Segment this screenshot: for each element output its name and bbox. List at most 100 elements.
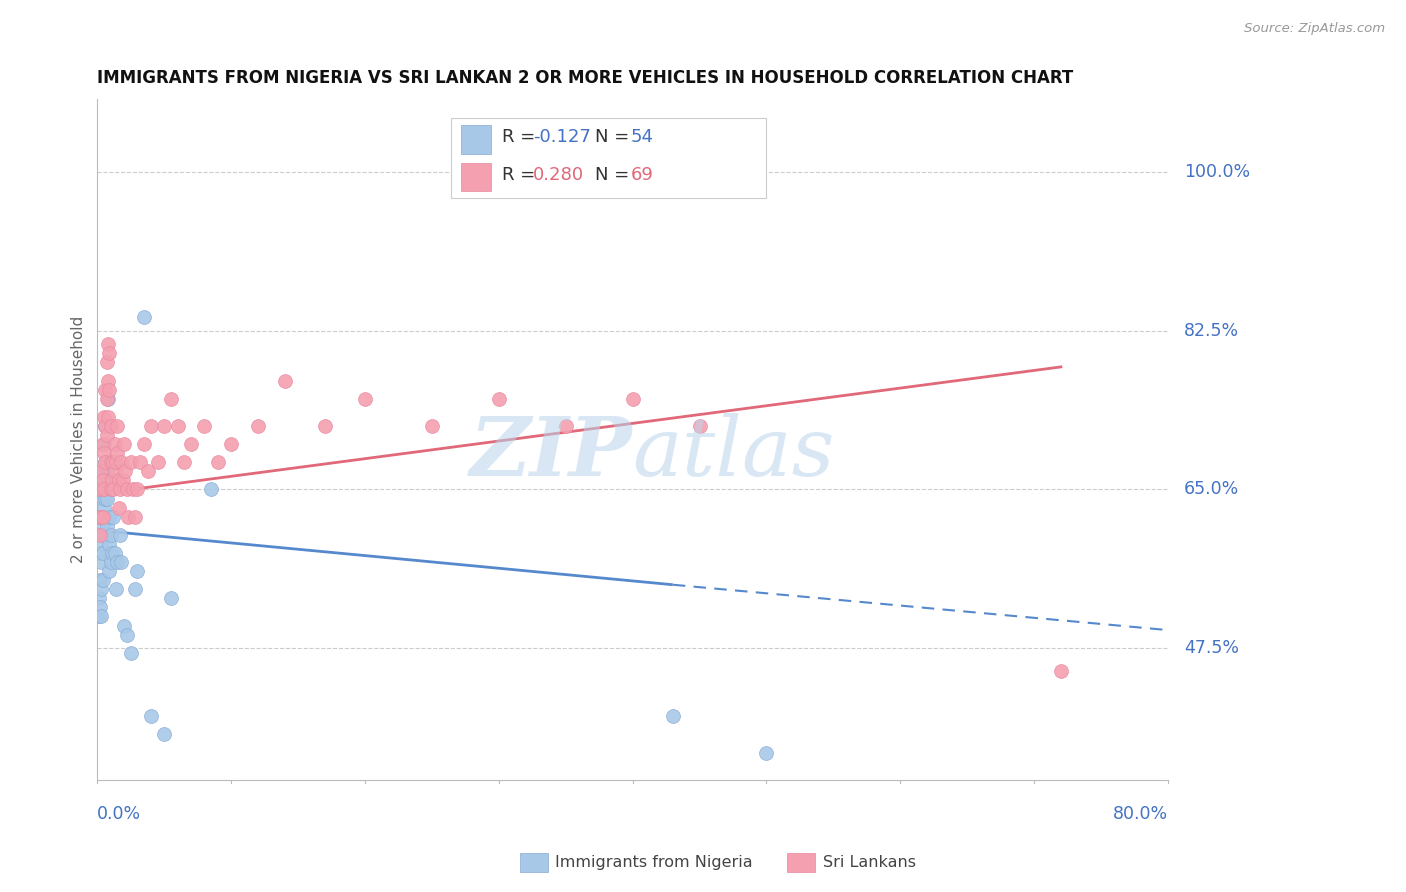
Point xyxy=(166,418,188,433)
Point xyxy=(160,591,183,606)
Point xyxy=(1050,664,1073,678)
Point xyxy=(93,446,115,460)
Point xyxy=(689,418,711,433)
Point xyxy=(111,474,134,488)
Point xyxy=(96,464,118,478)
FancyBboxPatch shape xyxy=(461,125,491,153)
Point xyxy=(91,437,114,451)
Point xyxy=(89,483,111,497)
Text: 69: 69 xyxy=(630,167,654,185)
Point xyxy=(93,437,115,451)
Point xyxy=(193,418,215,433)
Point xyxy=(110,555,132,569)
Point xyxy=(110,455,132,469)
Point xyxy=(112,618,135,632)
Point xyxy=(103,483,125,497)
Point xyxy=(107,446,129,460)
Point xyxy=(124,582,146,597)
Point xyxy=(94,383,117,397)
Text: 82.5%: 82.5% xyxy=(1184,322,1239,340)
Point xyxy=(134,437,156,451)
Point xyxy=(160,392,183,406)
Point xyxy=(87,546,110,560)
Point xyxy=(173,455,195,469)
Point xyxy=(139,418,162,433)
Point xyxy=(96,518,118,533)
Point xyxy=(112,437,135,451)
Point xyxy=(103,509,125,524)
Point xyxy=(89,509,111,524)
Point xyxy=(101,474,124,488)
Point xyxy=(96,392,118,406)
Text: Immigrants from Nigeria: Immigrants from Nigeria xyxy=(555,855,754,870)
Point xyxy=(246,418,269,433)
Point xyxy=(136,464,159,478)
Point xyxy=(114,464,136,478)
Point xyxy=(122,483,145,497)
Point xyxy=(124,509,146,524)
Point xyxy=(219,437,242,451)
Point xyxy=(755,746,778,760)
Point xyxy=(87,609,110,624)
Point xyxy=(87,509,110,524)
Point xyxy=(120,646,142,660)
Point xyxy=(91,518,114,533)
Point xyxy=(180,437,202,451)
Point xyxy=(108,483,131,497)
Point xyxy=(90,464,112,478)
Point xyxy=(104,437,127,451)
Point xyxy=(108,528,131,542)
Text: R =: R = xyxy=(502,167,541,185)
Text: ZIP: ZIP xyxy=(470,413,633,493)
Text: atlas: atlas xyxy=(633,413,835,493)
Point xyxy=(90,509,112,524)
Point xyxy=(89,528,111,542)
Point xyxy=(94,455,117,469)
Point xyxy=(273,374,295,388)
Point xyxy=(94,455,117,469)
FancyBboxPatch shape xyxy=(451,118,766,198)
Text: Source: ZipAtlas.com: Source: ZipAtlas.com xyxy=(1244,22,1385,36)
Point xyxy=(98,564,121,578)
Point xyxy=(90,537,112,551)
Point xyxy=(91,491,114,506)
Point xyxy=(90,555,112,569)
Text: R =: R = xyxy=(502,128,541,145)
Text: 0.0%: 0.0% xyxy=(97,805,142,823)
Point xyxy=(90,509,112,524)
Text: -0.127: -0.127 xyxy=(533,128,591,145)
Point xyxy=(97,337,120,351)
Point xyxy=(153,727,176,741)
Point xyxy=(103,455,125,469)
Point xyxy=(97,392,120,406)
Point xyxy=(101,546,124,560)
Point xyxy=(105,582,128,597)
Point xyxy=(107,500,129,515)
Point xyxy=(146,455,169,469)
Point xyxy=(115,627,138,641)
Point xyxy=(314,418,336,433)
Point xyxy=(98,537,121,551)
Point xyxy=(97,455,120,469)
FancyBboxPatch shape xyxy=(461,163,491,192)
Point xyxy=(97,374,120,388)
Point xyxy=(91,474,114,488)
Y-axis label: 2 or more Vehicles in Household: 2 or more Vehicles in Household xyxy=(72,316,86,563)
Text: 65.0%: 65.0% xyxy=(1184,481,1239,499)
Point xyxy=(139,709,162,723)
Point xyxy=(93,528,115,542)
Point xyxy=(96,428,118,442)
Point xyxy=(488,392,510,406)
Text: 80.0%: 80.0% xyxy=(1112,805,1168,823)
Point xyxy=(104,546,127,560)
Point xyxy=(96,355,118,369)
Point xyxy=(90,483,112,497)
Point xyxy=(107,555,129,569)
Point xyxy=(662,709,685,723)
Point xyxy=(98,509,121,524)
Point xyxy=(354,392,377,406)
Text: 47.5%: 47.5% xyxy=(1184,640,1239,657)
Point xyxy=(93,409,115,424)
Point xyxy=(98,346,121,360)
Point xyxy=(100,555,122,569)
